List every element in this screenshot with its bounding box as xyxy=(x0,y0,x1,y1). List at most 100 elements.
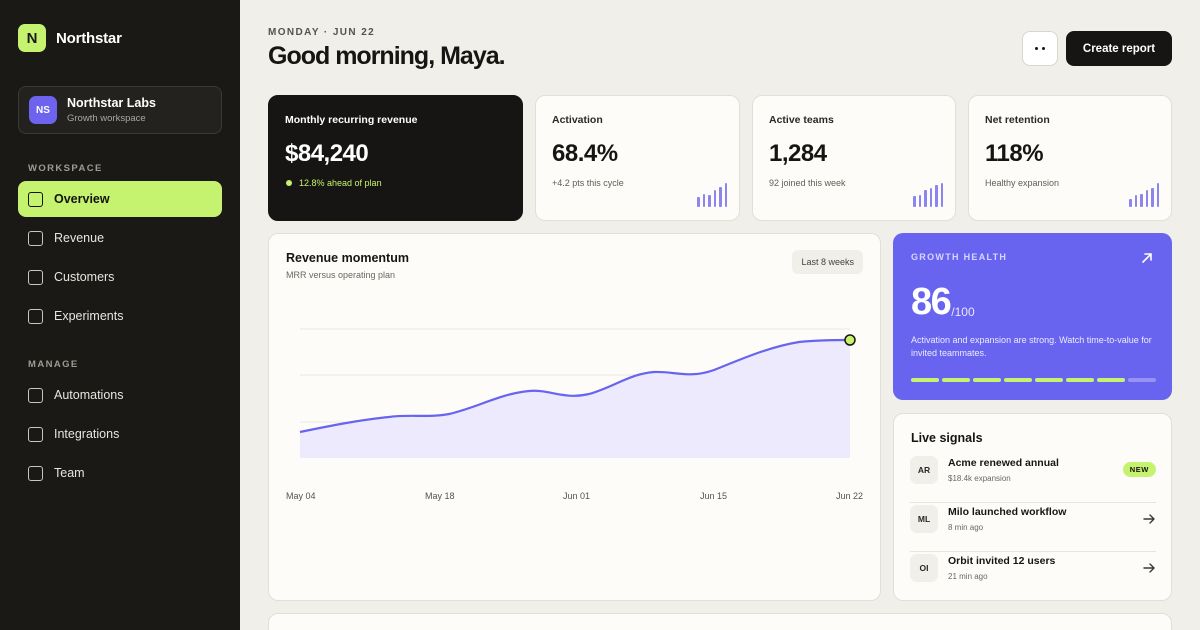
kpi-value: 68.4% xyxy=(552,140,618,167)
spark-bar xyxy=(1134,195,1137,207)
dot-icon xyxy=(1042,47,1045,50)
spark-bar xyxy=(924,190,927,207)
sidebar-item-label: Revenue xyxy=(54,231,105,245)
sparkline xyxy=(697,183,727,207)
revenue-icon xyxy=(28,230,43,246)
health-segment xyxy=(942,378,970,382)
health-segment xyxy=(911,378,939,382)
sparkline xyxy=(1129,183,1159,207)
card-title: Live signals xyxy=(911,431,983,445)
spark-bar xyxy=(697,197,700,207)
kpi-title: Active teams xyxy=(769,114,834,126)
signal-title: Acme renewed annual xyxy=(948,457,1059,469)
spark-bar xyxy=(913,196,916,207)
create-report-button[interactable]: Create report xyxy=(1066,31,1172,66)
arrow-right-icon[interactable] xyxy=(1142,512,1156,526)
kpi-value: 1,284 xyxy=(769,140,827,167)
kpi-value: 118% xyxy=(985,140,1044,167)
more-options-button[interactable] xyxy=(1022,31,1058,66)
avatar: OI xyxy=(910,554,938,582)
sparkline xyxy=(913,183,943,207)
spark-bar xyxy=(1129,198,1132,207)
sidebar-item-integrations[interactable]: Integrations xyxy=(18,416,222,452)
header-date: MONDAY · JUN 22 xyxy=(268,27,376,38)
growth-health-card[interactable]: GROWTH HEALTH 86 /100 Activation and exp… xyxy=(893,233,1172,400)
spark-bar xyxy=(713,190,716,207)
card-label: GROWTH HEALTH xyxy=(911,252,1008,262)
signal-subtitle: 8 min ago xyxy=(948,523,984,532)
health-segment xyxy=(973,378,1001,382)
signal-item[interactable]: AR Acme renewed annual $18.4k expansion … xyxy=(910,454,1156,503)
sidebar-item-experiments[interactable]: Experiments xyxy=(18,298,222,334)
revenue-momentum-card: Revenue momentum MRR versus operating pl… xyxy=(268,233,881,601)
workspace-subtitle: Growth workspace xyxy=(67,113,146,124)
integrations-icon xyxy=(28,426,43,442)
health-segment xyxy=(1035,378,1063,382)
chart-line xyxy=(299,338,851,434)
sidebar-item-automations[interactable]: Automations xyxy=(18,377,222,413)
sidebar-item-label: Customers xyxy=(54,270,115,284)
sidebar-item-customers[interactable]: Customers xyxy=(18,259,222,295)
sidebar-item-label: Integrations xyxy=(54,427,120,441)
kpi-card-mrr[interactable]: Monthly recurring revenue $84,240 12.8% … xyxy=(268,95,523,221)
workspace-switcher[interactable]: NS Northstar Labs Growth workspace xyxy=(18,86,222,134)
avatar: ML xyxy=(910,505,938,533)
health-segment xyxy=(1097,378,1125,382)
kpi-note: Healthy expansion xyxy=(985,178,1060,188)
sidebar-item-label: Overview xyxy=(54,192,110,206)
kpi-card-activation[interactable]: Activation 68.4% +4.2 pts this cycle xyxy=(535,95,740,221)
avatar: AR xyxy=(910,456,938,484)
section-label-workspace: WORKSPACE xyxy=(28,163,103,174)
section-label-manage: MANAGE xyxy=(28,359,79,370)
sidebar-item-team[interactable]: Team xyxy=(18,455,222,491)
spark-bar xyxy=(708,195,711,207)
kpi-value: $84,240 xyxy=(285,140,369,167)
health-segments xyxy=(911,378,1156,382)
spark-bar xyxy=(702,193,705,207)
live-signals-card: Live signals AR Acme renewed annual $18.… xyxy=(893,413,1172,601)
spark-bar xyxy=(1156,183,1159,207)
overview-icon xyxy=(28,191,43,207)
spark-bar xyxy=(719,186,722,207)
workspace-name: Northstar Labs xyxy=(67,96,156,110)
kpi-card-active-teams[interactable]: Active teams 1,284 92 joined this week xyxy=(752,95,956,221)
signal-item[interactable]: ML Milo launched workflow 8 min ago xyxy=(910,503,1156,552)
spark-bar xyxy=(918,195,921,207)
x-tick-label: May 04 xyxy=(286,491,316,501)
health-score: 86 /100 xyxy=(911,281,975,323)
signal-title: Orbit invited 12 users xyxy=(948,555,1056,567)
signal-item[interactable]: OI Orbit invited 12 users 21 min ago xyxy=(910,552,1156,601)
kpi-card-net-retention[interactable]: Net retention 118% Healthy expansion xyxy=(968,95,1172,221)
spark-bar xyxy=(929,187,932,207)
spark-bar xyxy=(724,183,727,207)
status-badge: NEW xyxy=(1122,462,1156,477)
revenue-chart: May 04 May 18 Jun 01 Jun 15 Jun 22 xyxy=(286,328,863,501)
brand[interactable]: N Northstar xyxy=(18,24,122,52)
workspace-avatar: NS xyxy=(29,96,57,124)
health-score-value: 86 xyxy=(911,281,952,323)
arrow-up-right-icon[interactable] xyxy=(1138,249,1156,267)
kpi-title: Net retention xyxy=(985,114,1050,126)
card-title: Revenue momentum xyxy=(286,251,409,265)
kpi-note: 92 joined this week xyxy=(769,178,846,188)
x-tick-label: May 18 xyxy=(425,491,455,501)
experiments-icon xyxy=(28,308,43,324)
sidebar-item-overview[interactable]: Overview xyxy=(18,181,222,217)
spark-bar xyxy=(940,183,943,207)
signal-subtitle: $18.4k expansion xyxy=(948,474,1011,483)
spark-bar xyxy=(1151,187,1154,207)
range-selector[interactable]: Last 8 weeks xyxy=(792,250,863,274)
kpi-note: 12.8% ahead of plan xyxy=(299,178,382,188)
sidebar-item-revenue[interactable]: Revenue xyxy=(18,220,222,256)
sidebar-item-label: Experiments xyxy=(54,309,124,323)
brand-name: Northstar xyxy=(56,29,122,47)
arrow-right-icon[interactable] xyxy=(1142,561,1156,575)
chart-endpoint[interactable] xyxy=(844,334,856,346)
x-tick-label: Jun 22 xyxy=(836,491,863,501)
page-title: Good morning, Maya. xyxy=(268,42,506,70)
card-subtitle: MRR versus operating plan xyxy=(286,270,396,280)
signal-title: Milo launched workflow xyxy=(948,506,1067,518)
spark-bar xyxy=(1140,193,1143,207)
kpi-title: Monthly recurring revenue xyxy=(285,114,418,126)
status-dot-icon xyxy=(286,180,292,186)
